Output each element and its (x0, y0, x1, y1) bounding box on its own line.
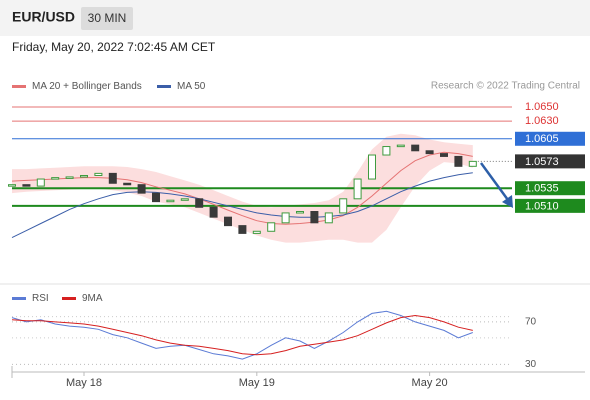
level-label: 1.0630 (525, 115, 559, 127)
candle (22, 184, 31, 187)
candle (238, 225, 247, 234)
legend-swatch (157, 85, 171, 88)
legend-swatch (62, 297, 76, 300)
candle (281, 212, 290, 224)
forecast-arrowhead (502, 195, 513, 208)
candle (152, 192, 160, 203)
y-tick-label: 30 (525, 359, 537, 370)
candle (368, 154, 376, 180)
candle (166, 199, 175, 203)
candle (8, 184, 16, 187)
candle (80, 174, 88, 178)
indicator-line (11, 314, 473, 356)
forecast-arrow (479, 162, 510, 201)
credit: Research © 2022 Trading Central (431, 81, 580, 92)
candle (454, 155, 463, 167)
legend-label: RSI (32, 293, 49, 304)
candle (425, 150, 434, 155)
candle (440, 153, 448, 157)
candle (108, 172, 117, 184)
legend-swatch (12, 85, 26, 88)
x-tick-label: May 20 (412, 377, 448, 389)
candle (65, 176, 74, 179)
candle (411, 144, 420, 152)
level-label: 1.0650 (525, 101, 559, 113)
candle (123, 182, 132, 186)
level-box (515, 154, 585, 169)
level-label: 1.0510 (525, 200, 559, 212)
moving-average (11, 172, 473, 239)
candle (468, 160, 477, 167)
level-box (515, 198, 585, 213)
candle (296, 211, 304, 214)
legend-label: MA 20 + Bollinger Bands (32, 81, 142, 92)
bollinger-band (12, 133, 473, 243)
candle (209, 206, 218, 218)
level-box (515, 181, 585, 196)
candle (267, 222, 276, 232)
candle (353, 178, 362, 200)
candle (324, 212, 333, 224)
candle (224, 216, 232, 227)
y-tick-label: 70 (525, 317, 537, 328)
level-label: 1.0573 (525, 156, 559, 168)
legend-label: MA 50 (177, 81, 206, 92)
interval-badge[interactable] (81, 7, 133, 30)
timestamp: Friday, May 20, 2022 7:02:45 AM CET (12, 40, 216, 54)
candle (382, 146, 391, 156)
indicator-line (11, 310, 473, 360)
level-label: 1.0535 (525, 183, 559, 195)
candle (310, 211, 319, 224)
x-tick-label: May 18 (66, 377, 102, 389)
legend-label: 9MA (82, 293, 103, 304)
x-tick-label: May 19 (239, 377, 275, 389)
candle (339, 198, 348, 214)
moving-average (11, 151, 473, 225)
candle (36, 178, 45, 187)
candle (51, 177, 60, 180)
interval[interactable]: 30 MIN (88, 11, 127, 25)
candle (137, 184, 146, 194)
candle (195, 198, 204, 208)
level-label: 1.0605 (525, 133, 559, 145)
level-box (515, 131, 585, 146)
candle (94, 172, 103, 176)
symbol: EUR/USD (12, 9, 75, 25)
candle (252, 230, 261, 234)
legend-swatch (12, 297, 26, 300)
candle (396, 144, 405, 148)
candle (180, 198, 189, 201)
